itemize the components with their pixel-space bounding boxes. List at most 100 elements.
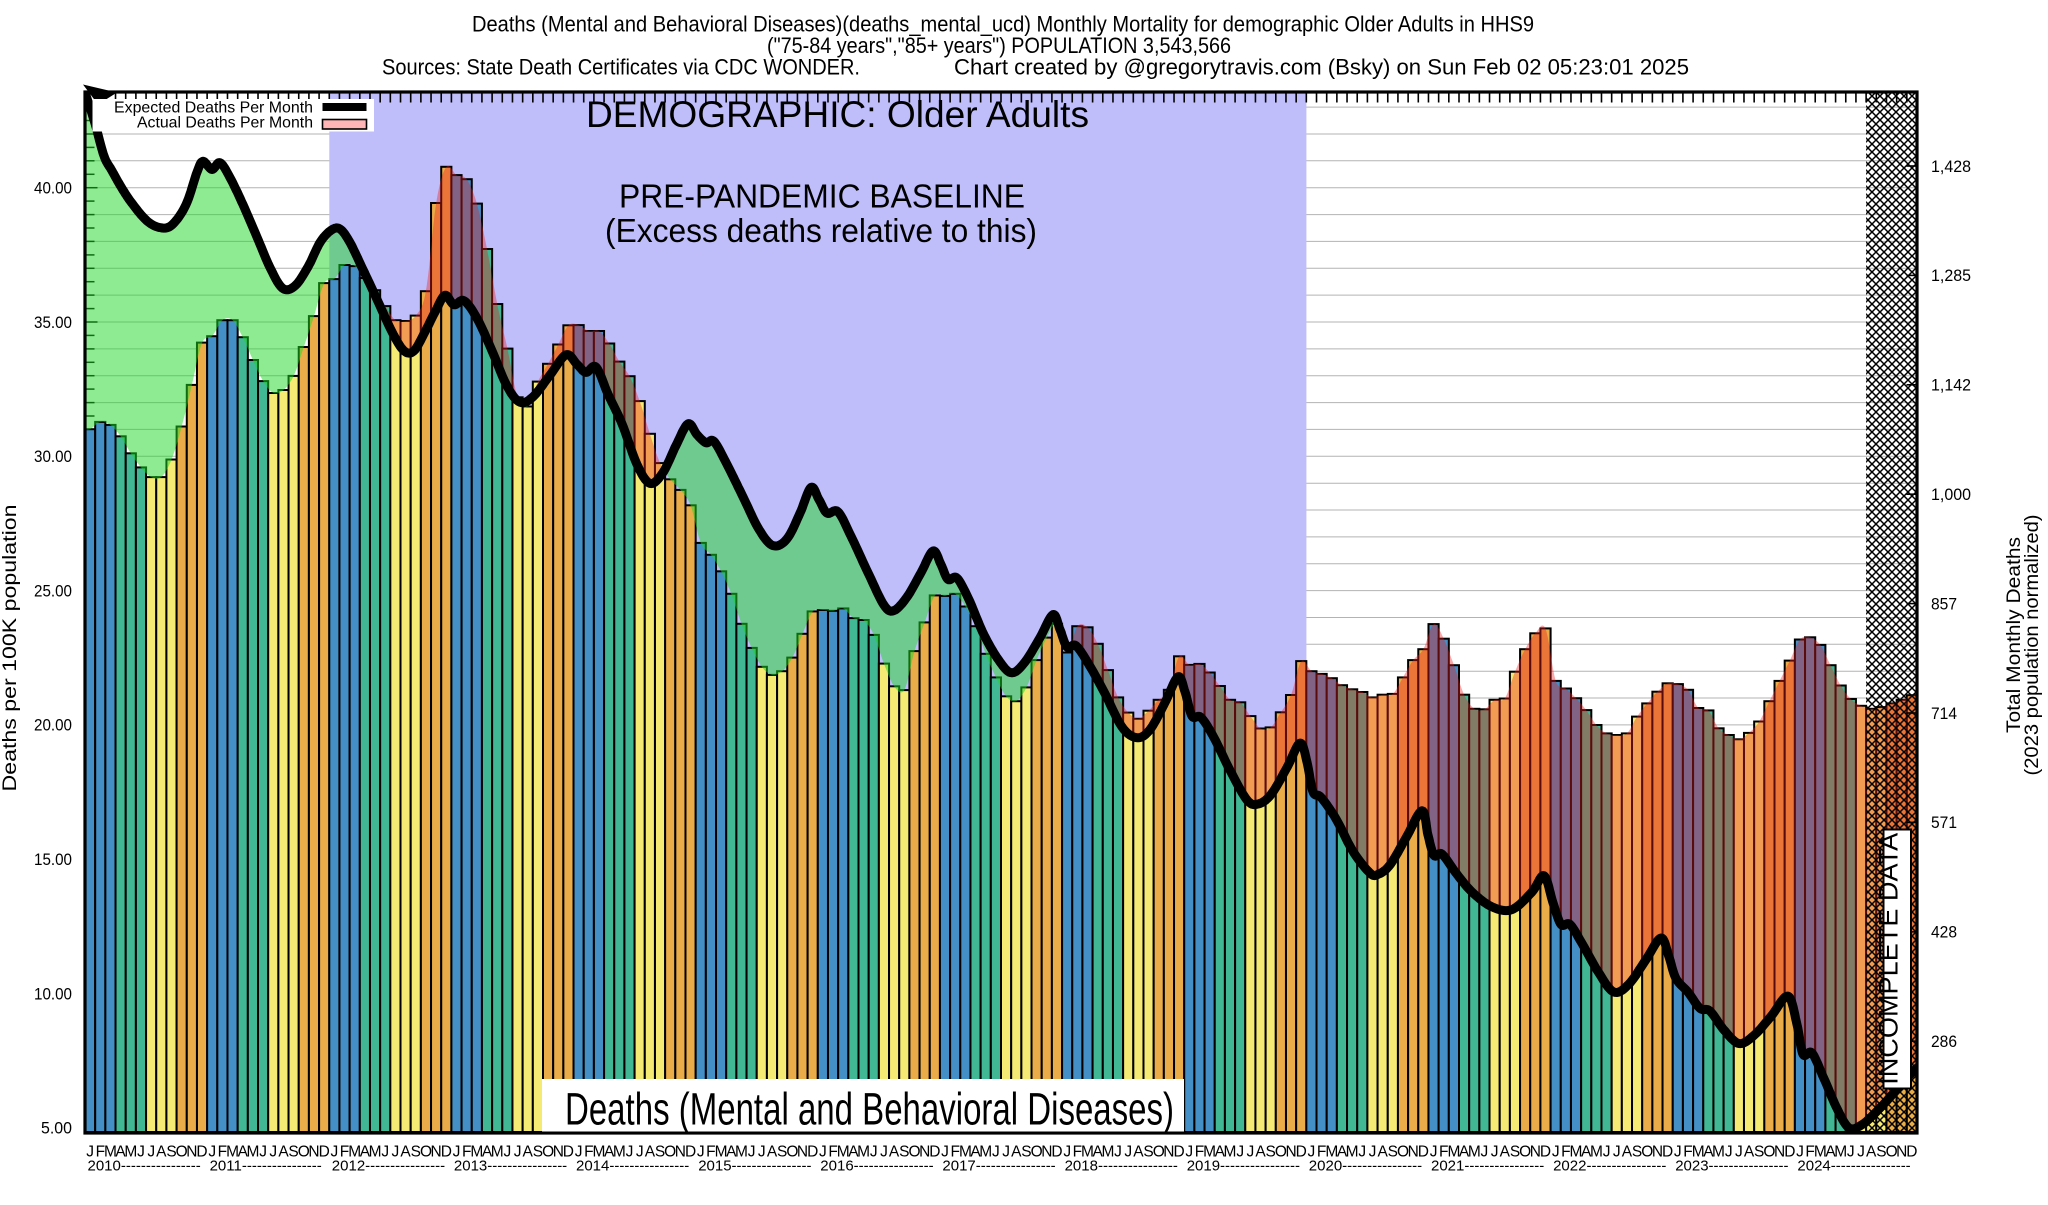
svg-text:N: N [186, 1144, 197, 1161]
svg-text:A: A [400, 1144, 411, 1161]
svg-text:A: A [1459, 1144, 1470, 1161]
svg-text:F: F [1317, 1144, 1326, 1161]
svg-text:F: F [706, 1144, 715, 1161]
svg-text:M: M [1834, 1144, 1847, 1161]
svg-text:D: D [563, 1144, 574, 1161]
svg-text:O: O [908, 1144, 920, 1161]
svg-text:M: M [470, 1144, 483, 1161]
svg-text:M: M [1325, 1144, 1338, 1161]
svg-text:J: J [1857, 1144, 1865, 1161]
svg-text:D: D [1906, 1144, 1917, 1161]
svg-text:(2023 population normalized): (2023 population normalized) [2022, 515, 2043, 776]
svg-text:J: J [514, 1144, 522, 1161]
svg-text:F: F [1805, 1144, 1814, 1161]
svg-text:2012----------------: 2012---------------- [332, 1158, 445, 1175]
svg-text:N: N [1652, 1144, 1663, 1161]
svg-text:A: A [115, 1144, 126, 1161]
svg-text:A: A [238, 1144, 249, 1161]
svg-text:J: J [1114, 1144, 1122, 1161]
svg-text:M: M [735, 1144, 748, 1161]
svg-text:O: O [1153, 1144, 1165, 1161]
svg-text:2019----------------: 2019---------------- [1187, 1158, 1300, 1175]
svg-text:J: J [1185, 1144, 1193, 1161]
svg-text:N: N [919, 1144, 930, 1161]
svg-text:S: S [1021, 1144, 1031, 1161]
svg-text:M: M [491, 1144, 504, 1161]
svg-text:J: J [1552, 1144, 1560, 1161]
svg-text:J: J [758, 1144, 766, 1161]
svg-text:J: J [870, 1144, 878, 1161]
svg-text:2022----------------: 2022---------------- [1553, 1158, 1666, 1175]
svg-text:A: A [1337, 1144, 1348, 1161]
svg-text:571: 571 [1931, 813, 1957, 832]
svg-text:D: D [1296, 1144, 1307, 1161]
svg-text:J: J [575, 1144, 583, 1161]
svg-text:N: N [675, 1144, 686, 1161]
svg-text:A: A [1744, 1144, 1755, 1161]
svg-text:F: F [950, 1144, 959, 1161]
svg-text:M: M [959, 1144, 972, 1161]
svg-text:D: D [929, 1144, 940, 1161]
svg-text:5.00: 5.00 [41, 1119, 72, 1138]
svg-text:F: F [1195, 1144, 1204, 1161]
svg-text:A: A [726, 1144, 737, 1161]
svg-text:S: S [1266, 1144, 1276, 1161]
svg-text:D: D [196, 1144, 207, 1161]
svg-text:O: O [1886, 1144, 1898, 1161]
svg-text:O: O [420, 1144, 432, 1161]
svg-text:J: J [1491, 1144, 1499, 1161]
svg-text:2020----------------: 2020---------------- [1309, 1158, 1422, 1175]
svg-text:S: S [1876, 1144, 1886, 1161]
svg-text:Chart created by @gregorytravi: Chart created by @gregorytravis.com (Bsk… [954, 55, 1689, 80]
svg-text:2017----------------: 2017---------------- [942, 1158, 1055, 1175]
svg-text:2016----------------: 2016---------------- [820, 1158, 933, 1175]
svg-text:M: M [1346, 1144, 1359, 1161]
svg-text:F: F [96, 1144, 105, 1161]
svg-text:J: J [86, 1144, 94, 1161]
svg-text:N: N [1896, 1144, 1907, 1161]
svg-text:J: J [880, 1144, 888, 1161]
svg-text:O: O [664, 1144, 676, 1161]
svg-text:J: J [1308, 1144, 1316, 1161]
svg-text:A: A [645, 1144, 656, 1161]
svg-text:M: M [1203, 1144, 1216, 1161]
svg-text:("75-84 years","85+ years") PO: ("75-84 years","85+ years") POPULATION 3… [767, 33, 1231, 58]
svg-text:35.00: 35.00 [34, 313, 72, 332]
svg-text:Total Monthly Deaths: Total Monthly Deaths [2004, 537, 2025, 733]
svg-text:A: A [970, 1144, 981, 1161]
svg-text:A: A [1622, 1144, 1633, 1161]
svg-text:J: J [819, 1144, 827, 1161]
svg-text:2018----------------: 2018---------------- [1065, 1158, 1178, 1175]
svg-text:J: J [331, 1144, 339, 1161]
svg-text:M: M [1814, 1144, 1827, 1161]
svg-text:M: M [348, 1144, 361, 1161]
svg-text:DEMOGRAPHIC: Older Adults: DEMOGRAPHIC: Older Adults [586, 94, 1089, 135]
svg-text:25.00: 25.00 [34, 581, 72, 600]
svg-text:J: J [636, 1144, 644, 1161]
svg-text:M: M [715, 1144, 728, 1161]
svg-text:F: F [584, 1144, 593, 1161]
svg-text:A: A [1866, 1144, 1877, 1161]
svg-text:15.00: 15.00 [34, 850, 72, 869]
svg-text:A: A [1825, 1144, 1836, 1161]
svg-text:A: A [1703, 1144, 1714, 1161]
svg-text:M: M [1101, 1144, 1114, 1161]
svg-text:J: J [504, 1144, 512, 1161]
svg-text:1,000: 1,000 [1931, 485, 1971, 504]
svg-text:O: O [1397, 1144, 1409, 1161]
svg-text:D: D [1418, 1144, 1429, 1161]
svg-text:J: J [1603, 1144, 1611, 1161]
svg-text:A: A [889, 1144, 900, 1161]
svg-text:J: J [992, 1144, 1000, 1161]
svg-text:A: A [1215, 1144, 1226, 1161]
svg-text:1,428: 1,428 [1931, 157, 1971, 176]
svg-text:D: D [1784, 1144, 1795, 1161]
svg-text:J: J [1613, 1144, 1621, 1161]
svg-text:428: 428 [1931, 923, 1957, 942]
svg-text:M: M [226, 1144, 239, 1161]
svg-text:S: S [533, 1144, 543, 1161]
svg-text:J: J [1674, 1144, 1682, 1161]
svg-text:Expected Deaths Per Month: Expected Deaths Per Month [114, 100, 313, 117]
svg-text:S: S [777, 1144, 787, 1161]
svg-text:S: S [411, 1144, 421, 1161]
